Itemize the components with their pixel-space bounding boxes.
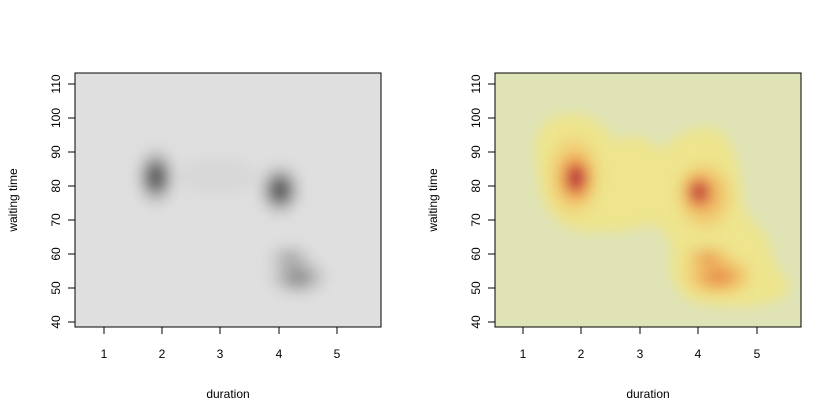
density-bridge <box>178 158 258 194</box>
x-tick-label: 4 <box>276 347 283 361</box>
density-mode-short <box>552 144 600 212</box>
y-tick-label: 90 <box>469 145 483 159</box>
x-tick-label: 1 <box>101 347 108 361</box>
y-tick-label: 40 <box>469 315 483 329</box>
x-tick-label: 2 <box>159 347 166 361</box>
x-tick-label: 5 <box>754 347 761 361</box>
x-axis-title: duration <box>206 387 249 401</box>
x-tick-label: 2 <box>578 347 585 361</box>
y-axis: 40 50 60 70 80 90 100 110 <box>49 74 76 329</box>
y-axis: 40 50 60 70 80 90 100 110 <box>469 74 496 329</box>
y-tick-label: 80 <box>469 179 483 193</box>
y-tick-label: 40 <box>49 315 63 329</box>
x-tick-label: 3 <box>217 347 224 361</box>
plot-background <box>75 73 381 327</box>
density-mode-long-mid <box>262 242 318 274</box>
x-tick-label: 4 <box>695 347 702 361</box>
density-surface <box>134 143 334 299</box>
right-panel: 1 2 3 4 5 40 50 60 70 80 <box>426 72 802 401</box>
y-tick-label: 70 <box>469 213 483 227</box>
y-tick-label: 80 <box>49 179 63 193</box>
density-mode-long-upper <box>256 160 304 220</box>
density-surface <box>535 113 790 307</box>
x-tick-label: 5 <box>334 347 341 361</box>
x-tick-label: 1 <box>520 347 527 361</box>
y-axis-title: waiting time <box>6 168 20 233</box>
y-tick-label: 50 <box>49 281 63 295</box>
density-mode-long-upper <box>675 164 723 220</box>
y-tick-label: 110 <box>49 74 63 93</box>
y-tick-label: 100 <box>49 108 63 128</box>
y-tick-label: 110 <box>469 74 483 93</box>
y-tick-label: 90 <box>49 145 63 159</box>
left-panel: 1 2 3 4 5 40 50 60 70 80 <box>6 72 382 401</box>
x-axis: 1 2 3 4 5 <box>520 326 761 361</box>
x-tick-label: 3 <box>637 347 644 361</box>
y-axis-title: waiting time <box>426 168 440 233</box>
y-tick-label: 60 <box>49 247 63 261</box>
y-tick-label: 100 <box>469 108 483 128</box>
y-tick-label: 70 <box>49 213 63 227</box>
density-mode-long-mid <box>676 240 740 276</box>
density-mode-short <box>134 143 178 211</box>
x-axis-title: duration <box>626 387 669 401</box>
y-tick-label: 50 <box>469 281 483 295</box>
y-tick-label: 60 <box>469 247 483 261</box>
x-axis: 1 2 3 4 5 <box>101 326 341 361</box>
